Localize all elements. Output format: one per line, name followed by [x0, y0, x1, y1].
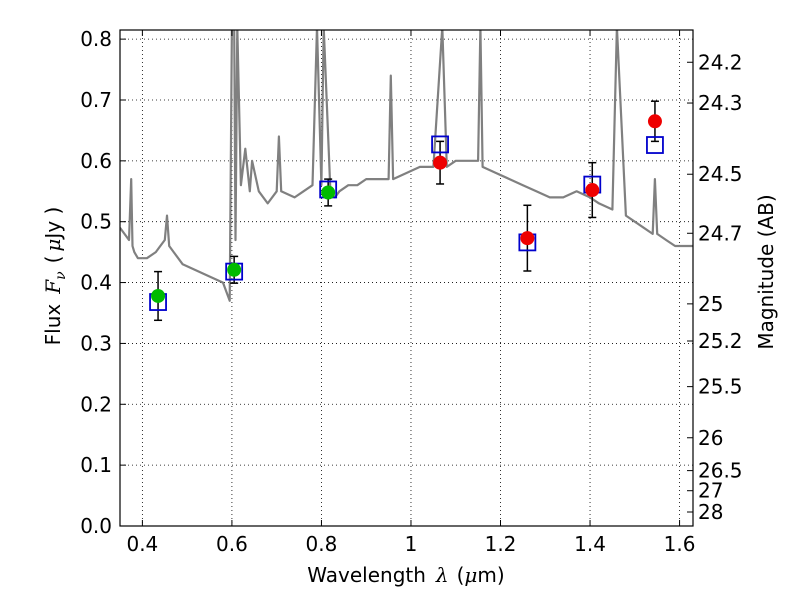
model-photometry-square [431, 135, 449, 154]
plot-area [120, 30, 693, 322]
right-tick-label: 28 [698, 500, 723, 524]
y-tick-label: 0.6 [80, 149, 112, 173]
right-tick-label: 25 [698, 292, 723, 316]
x-tick-label: 1.6 [664, 532, 696, 556]
y-tick-label: 0.5 [80, 210, 112, 234]
right-tick-label: 27 [698, 479, 723, 503]
x-tick-label: 1.2 [485, 532, 517, 556]
x-tick-label: 1.4 [574, 532, 606, 556]
right-tick-label: 24.3 [698, 91, 743, 115]
nir-data-point [520, 231, 535, 246]
optical-data-point [227, 262, 242, 277]
x-tick-label: 0.4 [126, 532, 158, 556]
right-tick-label: 24.7 [698, 221, 743, 245]
grid-lines [120, 30, 693, 527]
optical-data-point [151, 288, 166, 303]
y-tick-label: 0.4 [80, 271, 112, 295]
optical-data-point [321, 185, 336, 200]
model-photometry-square [646, 136, 664, 154]
y-axis-title: FluxFν(μJy ) [41, 207, 69, 346]
x-axis-title: Wavelength λ (μm) [307, 563, 504, 587]
y-tick-label: 0.0 [80, 514, 112, 538]
nir-data-point [585, 183, 600, 198]
x-tick-label: 0.6 [216, 532, 248, 556]
y-axis-right-title: Magnitude (AB) [754, 194, 778, 349]
axes-frame [119, 29, 694, 527]
y-tick-label: 0.7 [80, 88, 112, 112]
right-tick-label: 24.5 [698, 162, 743, 186]
y-tick-label: 0.3 [80, 331, 112, 355]
y-tick-label: 0.2 [80, 392, 112, 416]
nir-data-point [647, 114, 662, 129]
y-tick-label: 0.8 [80, 27, 112, 51]
right-tick-label: 25.5 [698, 375, 743, 399]
model-spectrum-line [120, 30, 693, 302]
y-tick-label: 0.1 [80, 453, 112, 477]
axis-ticks: 0.4 0.6 0.8 1 1.2 1.4 1.6 0.0 0.1 0.2 0.3 0.4 0.5 0.6… [80, 27, 742, 556]
right-tick-label: 25.2 [698, 329, 743, 353]
right-tick-label: 24.2 [698, 50, 743, 74]
nir-data-point [433, 155, 448, 170]
right-tick-label: 26.5 [698, 459, 743, 483]
x-tick-label: 1 [405, 532, 418, 556]
right-tick-label: 26 [698, 426, 723, 450]
x-tick-label: 0.8 [306, 532, 338, 556]
